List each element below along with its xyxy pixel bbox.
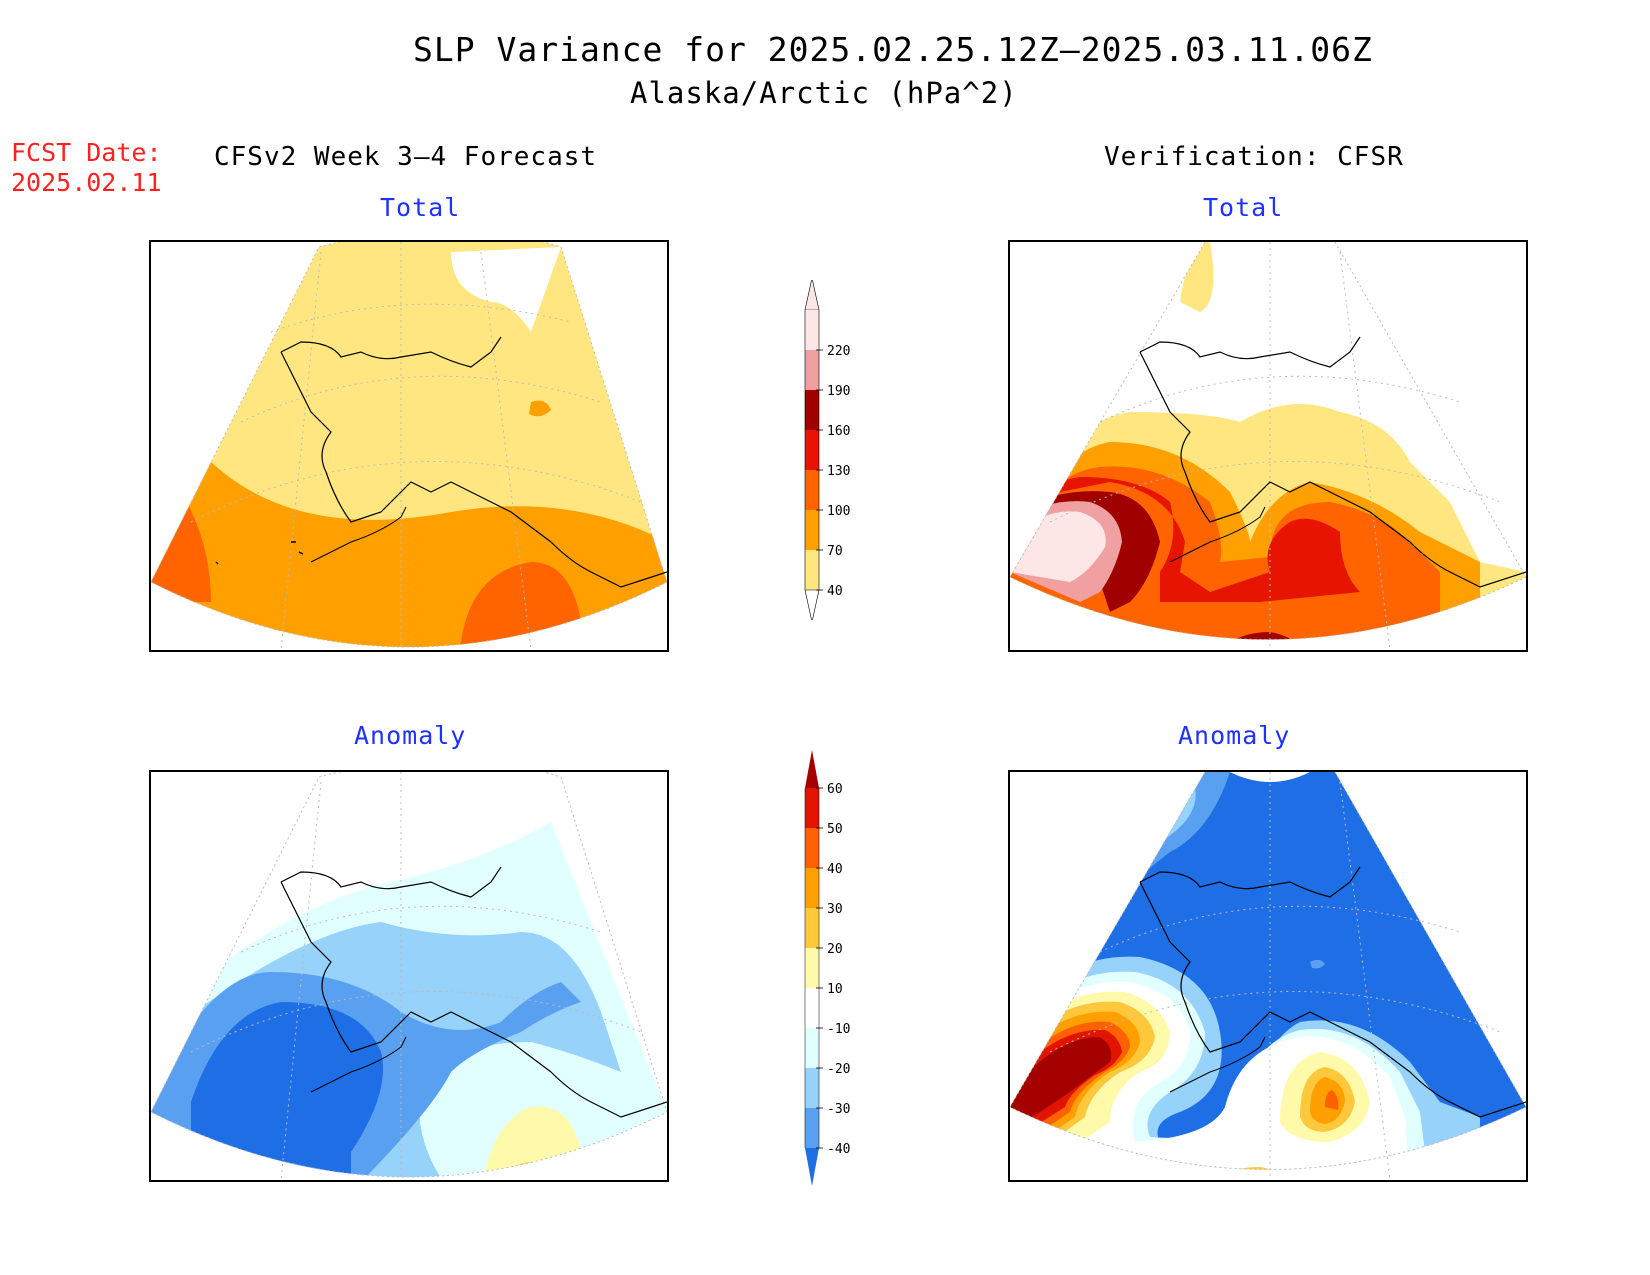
total-colorbar-labels: 40 70 100 130 160 190 220 [816,344,850,599]
colorbar-swatch [805,470,819,510]
total-colorbar: 40 70 100 130 160 190 220 [804,280,850,620]
forecast-anomaly-title: Anomaly [354,721,467,750]
fcst-date-label: FCST Date: [11,138,162,167]
verification-anomaly-map [1008,770,1528,1182]
forecast-total-map [149,240,669,652]
colorbar-tick-label: -30 [827,1102,850,1117]
colorbar-swatch [805,310,819,350]
figure-subtitle: Alaska/Arctic (hPa^2) [630,76,1018,110]
colorbar-swatch [805,1028,819,1068]
anomaly-colorbar-labels: -40 -30 -20 -10 10 20 30 40 50 60 [816,782,850,1157]
anomaly-colorbar-swatches [804,750,820,1186]
colorbar-swatch [805,1068,819,1108]
forecast-anomaly-map [149,770,669,1182]
colorbar-tick-label: 130 [827,464,850,479]
colorbar-swatch [805,868,819,908]
colorbar-swatch [805,350,819,390]
colorbar-tick-label: 40 [827,584,843,599]
colorbar-swatch [805,988,819,1028]
verification-heading: Verification: CFSR [1104,142,1404,172]
verification-anomaly-title: Anomaly [1178,721,1291,750]
colorbar-tick-label: 70 [827,544,843,559]
colorbar-bottom-triangle [805,1148,819,1186]
colorbar-tick-label: 50 [827,822,843,837]
colorbar-tick-label: 40 [827,862,843,877]
anomaly-colorbar: -40 -30 -20 -10 10 20 30 40 50 60 [804,750,850,1186]
figure-title: SLP Variance for 2025.02.25.12Z—2025.03.… [413,30,1373,69]
fcst-date-value: 2025.02.11 [11,168,162,197]
forecast-total-title: Total [380,193,461,222]
colorbar-tick-label: 60 [827,782,843,797]
colorbar-swatch [805,828,819,868]
colorbar-swatch [805,390,819,430]
colorbar-tick-label: 190 [827,384,850,399]
colorbar-tick-label: 100 [827,504,850,519]
colorbar-tick-label: 30 [827,902,843,917]
colorbar-swatch [805,908,819,948]
colorbar-swatch [805,510,819,550]
colorbar-swatch [805,788,819,828]
colorbar-tick-label: -10 [827,1022,850,1037]
colorbar-tick-label: -40 [827,1142,850,1157]
colorbar-tick-label: 220 [827,344,850,359]
colorbar-swatch [805,948,819,988]
verification-total-title: Total [1203,193,1284,222]
colorbar-tick-label: 160 [827,424,850,439]
verification-total-map [1008,240,1528,652]
colorbar-swatch [805,430,819,470]
colorbar-tick-label: -20 [827,1062,850,1077]
colorbar-swatch [805,550,819,590]
colorbar-top-triangle [805,750,819,788]
colorbar-swatch [805,1108,819,1148]
colorbar-tick-label: 20 [827,942,843,957]
forecast-heading: CFSv2 Week 3—4 Forecast [214,142,598,172]
colorbar-top-triangle [804,280,820,311]
colorbar-bottom-triangle [804,589,820,620]
total-colorbar-swatches [804,280,820,620]
colorbar-tick-label: 10 [827,982,843,997]
